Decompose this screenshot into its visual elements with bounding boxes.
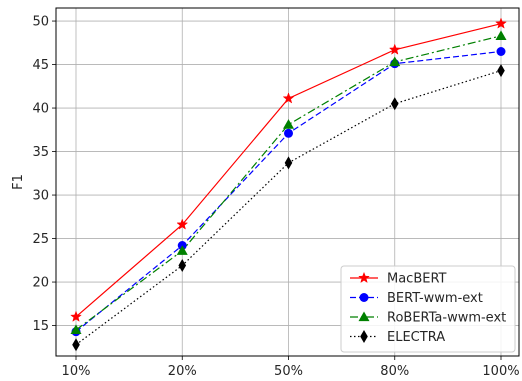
legend-label: MacBERT: [387, 272, 447, 287]
x-tick-label: 10%: [62, 364, 91, 379]
data-point: [72, 338, 80, 352]
x-axis-ticks: 10% 20% 50% 80% 100%: [62, 356, 520, 379]
data-point: [284, 156, 293, 170]
data-point: [389, 56, 401, 67]
data-point: [70, 324, 82, 335]
y-tick-label: 20: [32, 276, 49, 291]
series-2: [70, 30, 507, 335]
plot-frame: [55, 7, 520, 357]
x-tick-label: 50%: [274, 364, 303, 379]
y-tick-label: 50: [32, 15, 49, 30]
y-tick-label: 35: [32, 145, 49, 160]
legend-marker: [358, 271, 370, 284]
y-tick-label: 45: [32, 58, 49, 73]
data-point: [495, 17, 507, 29]
series-3: [72, 64, 505, 352]
legend-marker: [360, 330, 368, 343]
data-point: [282, 92, 295, 104]
y-axis-label: F1: [11, 174, 26, 190]
series-0: [70, 17, 507, 322]
data-point: [283, 119, 294, 129]
data-point: [70, 310, 82, 322]
data-point: [390, 97, 399, 111]
x-tick-label: 100%: [482, 364, 519, 379]
series-layer: [70, 17, 507, 352]
data-point: [495, 30, 507, 40]
data-point: [388, 43, 401, 55]
legend-marker: [358, 311, 370, 322]
x-tick-label: 20%: [168, 364, 197, 379]
y-tick-label: 15: [32, 319, 49, 334]
data-point: [497, 64, 505, 78]
legend-label: ELECTRA: [387, 330, 445, 345]
legend-label: RoBERTa-wwm-ext: [387, 311, 506, 326]
data-point: [496, 47, 506, 56]
x-tick-label: 80%: [380, 364, 409, 379]
data-point: [178, 259, 187, 273]
data-point: [176, 218, 189, 230]
legend-marker: [359, 293, 369, 302]
legend-label: BERT-wwm-ext: [387, 291, 483, 306]
y-tick-label: 30: [32, 189, 49, 204]
legend: MacBERT BERT-wwm-ext RoBERTa-wwm-ext ELECTR…: [340, 265, 516, 353]
data-point: [176, 245, 188, 255]
data-point: [284, 128, 293, 138]
legend-box: [340, 265, 516, 353]
y-tick-label: 25: [32, 232, 49, 247]
y-tick-label: 40: [32, 102, 49, 117]
y-axis-ticks: 15 20 25 30 35 40 45 50: [32, 15, 56, 334]
